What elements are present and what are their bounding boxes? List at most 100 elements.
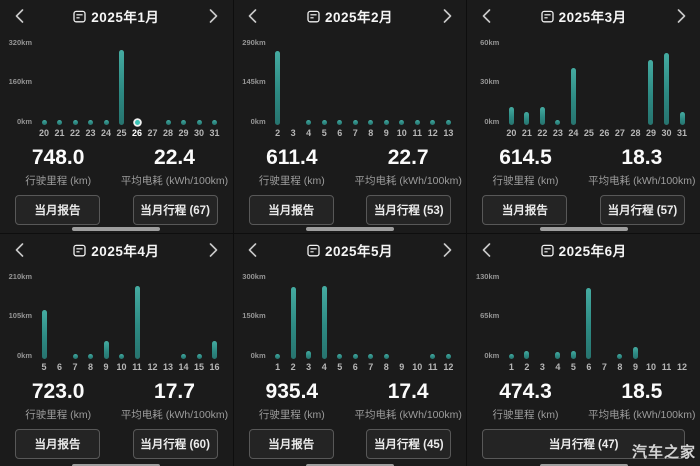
- bar-slot[interactable]: [161, 279, 175, 359]
- monthly-trips-button[interactable]: 当月行程 (60): [132, 429, 218, 459]
- bar-slot[interactable]: [302, 279, 316, 359]
- bar-slot[interactable]: [130, 45, 144, 125]
- bar-slot[interactable]: [192, 279, 206, 359]
- bar-slot[interactable]: [410, 45, 424, 125]
- bar[interactable]: [555, 352, 561, 359]
- bar-slot[interactable]: [628, 279, 642, 359]
- bar[interactable]: [368, 120, 374, 125]
- bar-slot[interactable]: [535, 279, 549, 359]
- bar[interactable]: [352, 354, 358, 359]
- bar-slot[interactable]: [99, 45, 113, 125]
- bar-slot[interactable]: [395, 279, 409, 359]
- bar-slot[interactable]: [504, 279, 518, 359]
- bar-slot[interactable]: [566, 45, 580, 125]
- bar[interactable]: [321, 286, 327, 359]
- bar[interactable]: [306, 351, 312, 359]
- bar[interactable]: [570, 68, 576, 125]
- bar[interactable]: [103, 341, 109, 359]
- bar-slot[interactable]: [597, 45, 611, 125]
- bar-slot[interactable]: [348, 279, 362, 359]
- monthly-report-button[interactable]: 当月报告: [15, 429, 101, 459]
- bar[interactable]: [196, 120, 202, 125]
- bar-slot[interactable]: [644, 279, 658, 359]
- bar[interactable]: [352, 120, 358, 125]
- bar-slot[interactable]: [426, 45, 440, 125]
- bar[interactable]: [181, 120, 186, 125]
- bar-slot[interactable]: [68, 279, 82, 359]
- bar[interactable]: [445, 354, 451, 359]
- bar-slot[interactable]: [644, 45, 658, 125]
- bar-slot[interactable]: [348, 45, 362, 125]
- next-month-button[interactable]: [436, 241, 458, 259]
- bar-slot[interactable]: [302, 45, 316, 125]
- bar-slot[interactable]: [364, 45, 378, 125]
- bar-slot[interactable]: [582, 45, 596, 125]
- bar-slot[interactable]: [675, 45, 689, 125]
- bar[interactable]: [275, 354, 281, 359]
- bar[interactable]: [430, 354, 436, 359]
- bar-slot[interactable]: [659, 279, 673, 359]
- bar-slot[interactable]: [99, 279, 113, 359]
- bar[interactable]: [196, 354, 202, 359]
- month-title[interactable]: 2025年6月: [467, 240, 700, 260]
- bar[interactable]: [632, 347, 638, 359]
- bar[interactable]: [181, 354, 186, 359]
- bar-slot[interactable]: [410, 279, 424, 359]
- monthly-trips-button[interactable]: 当月行程 (57): [599, 195, 685, 225]
- bar-slot[interactable]: [395, 45, 409, 125]
- bar-slot[interactable]: [177, 45, 191, 125]
- bar-slot[interactable]: [192, 45, 206, 125]
- bar[interactable]: [290, 287, 296, 359]
- monthly-trips-button[interactable]: 当月行程 (67): [132, 195, 218, 225]
- month-title[interactable]: 2025年3月: [467, 6, 700, 26]
- bar[interactable]: [430, 120, 436, 125]
- bar-slot[interactable]: [84, 45, 98, 125]
- next-month-button[interactable]: [670, 7, 692, 25]
- bar-slot[interactable]: [597, 279, 611, 359]
- bar[interactable]: [119, 354, 124, 359]
- bar-slot[interactable]: [582, 279, 596, 359]
- prev-month-button[interactable]: [8, 7, 30, 25]
- bar-slot[interactable]: [208, 279, 222, 359]
- bar-slot[interactable]: [379, 45, 393, 125]
- monthly-report-button[interactable]: 当月报告: [482, 195, 568, 225]
- bar[interactable]: [275, 51, 281, 125]
- bar[interactable]: [524, 351, 530, 359]
- month-title[interactable]: 2025年4月: [0, 240, 233, 260]
- bar-slot[interactable]: [130, 279, 144, 359]
- bar-slot[interactable]: [426, 279, 440, 359]
- bar-slot[interactable]: [271, 45, 285, 125]
- bar-slot[interactable]: [317, 45, 331, 125]
- bar[interactable]: [368, 354, 374, 359]
- bar-slot[interactable]: [566, 279, 580, 359]
- bar-slot[interactable]: [520, 279, 534, 359]
- monthly-trips-button[interactable]: 当月行程 (47): [482, 429, 685, 459]
- bar[interactable]: [88, 120, 93, 125]
- monthly-trips-button[interactable]: 当月行程 (45): [366, 429, 452, 459]
- bar-slot[interactable]: [317, 279, 331, 359]
- bar-slot[interactable]: [613, 45, 627, 125]
- bar[interactable]: [508, 107, 514, 125]
- bar-slot[interactable]: [161, 45, 175, 125]
- bar[interactable]: [41, 310, 47, 359]
- bar-slot[interactable]: [333, 279, 347, 359]
- bar-slot[interactable]: [208, 45, 222, 125]
- bar-slot[interactable]: [271, 279, 285, 359]
- bar[interactable]: [41, 120, 47, 125]
- bar[interactable]: [134, 286, 140, 359]
- month-title[interactable]: 2025年1月: [0, 6, 233, 26]
- bar-slot[interactable]: [675, 279, 689, 359]
- bar-slot[interactable]: [441, 279, 455, 359]
- prev-month-button[interactable]: [475, 241, 497, 259]
- bar-slot[interactable]: [551, 279, 565, 359]
- bar[interactable]: [337, 120, 343, 125]
- bar-slot[interactable]: [333, 45, 347, 125]
- bar-slot[interactable]: [115, 279, 129, 359]
- bar[interactable]: [383, 354, 389, 359]
- next-month-button[interactable]: [203, 241, 225, 259]
- bar-slot[interactable]: [286, 279, 300, 359]
- bar-slot[interactable]: [177, 279, 191, 359]
- bar[interactable]: [212, 341, 217, 359]
- bar-slot[interactable]: [53, 45, 67, 125]
- bar-slot[interactable]: [364, 279, 378, 359]
